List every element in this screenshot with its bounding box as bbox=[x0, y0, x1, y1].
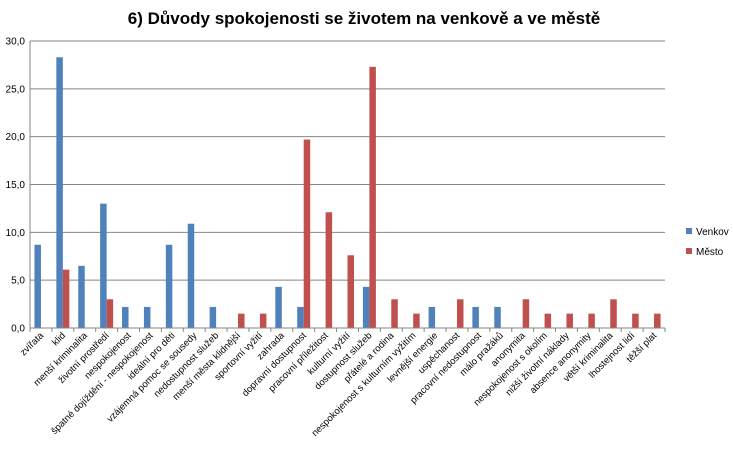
category-label: klid bbox=[50, 330, 68, 348]
y-tick-label: 0,0 bbox=[11, 324, 25, 335]
bar-venkov bbox=[165, 244, 173, 328]
bar-venkov bbox=[209, 306, 217, 328]
legend-label-venkov: Venkov bbox=[696, 227, 729, 238]
y-tick-label: 25,0 bbox=[6, 84, 26, 95]
y-tick-label: 30,0 bbox=[6, 37, 26, 48]
bar-město bbox=[325, 212, 333, 328]
gridlines bbox=[30, 40, 665, 281]
bar-město bbox=[588, 313, 595, 328]
bar-venkov bbox=[275, 286, 282, 328]
bar-město bbox=[413, 313, 420, 328]
bar-město bbox=[632, 313, 639, 328]
y-tick-label: 15,0 bbox=[6, 180, 26, 191]
bar-město bbox=[391, 299, 398, 328]
bar-venkov bbox=[362, 286, 370, 328]
y-tick-label: 5,0 bbox=[11, 276, 25, 287]
bar-venkov bbox=[100, 203, 107, 328]
bar-venkov bbox=[34, 244, 41, 328]
x-axis bbox=[29, 41, 666, 332]
bar-město bbox=[456, 299, 464, 328]
bar-město bbox=[522, 299, 530, 328]
y-axis-ticks: 0,0 5,0 10,0 15,0 20,0 25,0 30,0 bbox=[6, 37, 26, 335]
bar-město bbox=[654, 313, 661, 328]
bar-venkov bbox=[187, 223, 195, 328]
bars bbox=[34, 57, 661, 328]
bar-město bbox=[610, 299, 617, 328]
bar-venkov bbox=[143, 306, 151, 328]
bar-město bbox=[62, 269, 70, 328]
y-tick-label: 20,0 bbox=[6, 132, 26, 143]
bar-město bbox=[544, 313, 552, 328]
chart-title: 6) Důvody spokojenosti se životem na ven… bbox=[128, 9, 600, 28]
bar-město bbox=[347, 255, 354, 328]
bar-město bbox=[106, 299, 114, 328]
bar-venkov bbox=[56, 57, 63, 328]
legend: Venkov Město bbox=[686, 227, 729, 258]
bar-venkov bbox=[297, 306, 304, 328]
bar-venkov bbox=[78, 265, 85, 328]
bar-město bbox=[259, 313, 267, 328]
legend-swatch-město bbox=[686, 248, 692, 254]
legend-swatch-venkov bbox=[686, 228, 692, 234]
y-tick-label: 10,0 bbox=[6, 228, 26, 239]
bar-město bbox=[369, 66, 376, 328]
bar-venkov bbox=[428, 306, 436, 328]
bar-město bbox=[238, 313, 245, 328]
legend-label-město: Město bbox=[696, 247, 724, 258]
bar-venkov bbox=[122, 306, 129, 328]
bar-město bbox=[303, 139, 311, 328]
bar-město bbox=[566, 313, 573, 328]
bar-venkov bbox=[494, 306, 501, 328]
bar-venkov bbox=[472, 306, 479, 328]
